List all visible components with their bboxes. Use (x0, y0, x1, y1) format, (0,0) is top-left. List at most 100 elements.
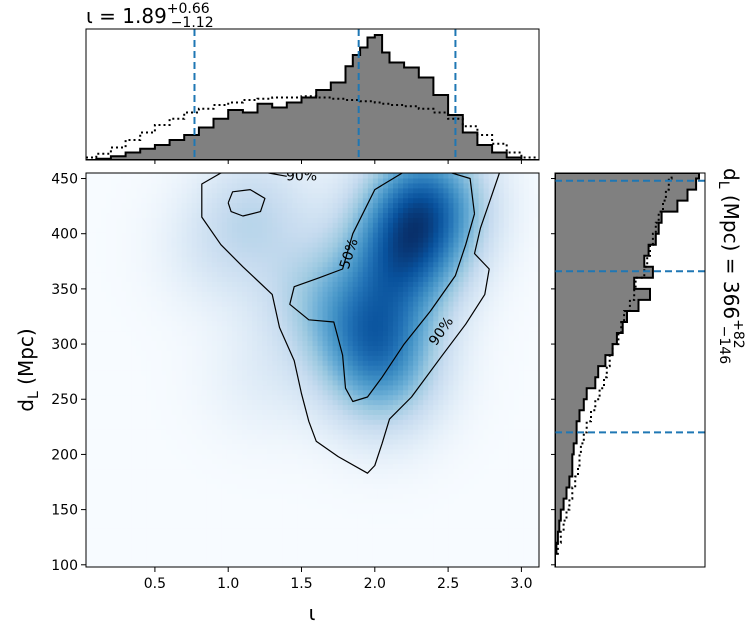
heatmap-cell (257, 271, 263, 278)
heatmap-cell (347, 463, 354, 470)
heatmap-cell (201, 246, 208, 253)
heatmap-cell (352, 350, 359, 356)
heatmap-cell (221, 379, 228, 386)
heatmap-cell (221, 429, 228, 435)
heatmap-cell (96, 365, 102, 371)
heatmap-cell (292, 517, 298, 524)
heatmap-cell (347, 355, 354, 361)
heatmap-cell (292, 207, 298, 213)
heatmap-cell (342, 335, 349, 342)
heatmap-cell (106, 217, 112, 223)
heatmap-cell (141, 251, 147, 258)
heatmap-cell (327, 330, 334, 337)
heatmap-cell (156, 458, 163, 465)
heatmap-cell (247, 256, 253, 263)
heatmap-cell (257, 557, 263, 563)
heatmap-cell (312, 419, 319, 425)
heatmap-cell (146, 197, 153, 204)
heatmap-cell (156, 389, 163, 396)
heatmap-cell (126, 202, 132, 209)
heatmap-cell (201, 251, 208, 258)
heatmap-cell (347, 325, 354, 332)
heatmap-cell (393, 305, 399, 312)
heatmap-cell (377, 473, 384, 479)
heatmap-cell (111, 192, 117, 199)
heatmap-cell (186, 409, 193, 415)
heatmap-cell (337, 305, 344, 312)
heatmap-cell (393, 547, 399, 553)
heatmap-cell (161, 212, 168, 218)
heatmap-cell (352, 562, 359, 567)
heatmap-cell (136, 266, 142, 273)
heatmap-cell (272, 355, 278, 361)
heatmap-cell (347, 389, 354, 396)
heatmap-cell (312, 345, 319, 351)
heatmap-cell (101, 424, 107, 430)
heatmap-cell (292, 527, 298, 534)
heatmap-cell (257, 458, 263, 465)
heatmap-cell (161, 537, 168, 543)
heatmap-cell (136, 271, 142, 278)
heatmap-cell (126, 187, 132, 194)
heatmap-cell (307, 443, 314, 450)
heatmap-cell (272, 197, 278, 204)
heatmap-cell (337, 419, 344, 425)
heatmap-cell (176, 345, 183, 351)
heatmap-cell (352, 291, 359, 297)
heatmap-cell (191, 286, 198, 292)
heatmap-cell (362, 389, 369, 396)
heatmap-cell (312, 325, 319, 332)
heatmap-cell (297, 266, 304, 273)
heatmap-cell (186, 424, 193, 430)
heatmap-cell (231, 271, 238, 278)
heatmap-cell (151, 286, 158, 292)
heatmap-cell (342, 419, 349, 425)
heatmap-cell (292, 173, 298, 179)
heatmap-cell (322, 409, 329, 415)
heatmap-cell (362, 527, 369, 534)
heatmap-cell (106, 374, 112, 381)
heatmap-cell (388, 438, 394, 445)
heatmap-cell (121, 291, 127, 297)
heatmap-cell (166, 453, 173, 460)
heatmap-cell (327, 296, 334, 302)
heatmap-cell (337, 522, 344, 529)
heatmap-cell (382, 335, 389, 342)
heatmap-cell (136, 202, 142, 209)
heatmap-cell (277, 177, 283, 184)
heatmap-cell (237, 237, 243, 243)
heatmap-cell (156, 320, 163, 327)
heatmap-cell (357, 182, 364, 189)
heatmap-cell (287, 537, 293, 543)
heatmap-cell (151, 478, 158, 484)
heatmap-cell (96, 335, 102, 342)
heatmap-cell (136, 330, 142, 337)
heatmap-cell (156, 557, 163, 563)
heatmap-cell (146, 370, 153, 376)
heatmap-cell (388, 517, 394, 524)
heatmap-cell (357, 547, 364, 553)
heatmap-cell (327, 232, 334, 238)
heatmap-cell (262, 237, 268, 243)
heatmap-cell (372, 266, 379, 273)
heatmap-cell (226, 473, 233, 479)
heatmap-cell (131, 310, 137, 317)
heatmap-cell (171, 429, 178, 435)
heatmap-cell (221, 384, 228, 391)
heatmap-cell (352, 355, 359, 361)
heatmap-cell (196, 478, 203, 484)
heatmap-cell (126, 177, 132, 184)
heatmap-cell (347, 429, 354, 435)
heatmap-cell (312, 266, 319, 273)
heatmap-cell (186, 325, 193, 332)
heatmap-cell (161, 217, 168, 223)
heatmap-cell (216, 197, 223, 204)
heatmap-cell (156, 197, 163, 204)
heatmap-cell (201, 187, 208, 194)
heatmap-cell (393, 360, 399, 366)
heatmap-cell (216, 301, 223, 307)
heatmap-cell (252, 562, 258, 567)
heatmap-cell (176, 434, 183, 440)
heatmap-cell (282, 434, 288, 440)
heatmap-cell (267, 296, 273, 302)
